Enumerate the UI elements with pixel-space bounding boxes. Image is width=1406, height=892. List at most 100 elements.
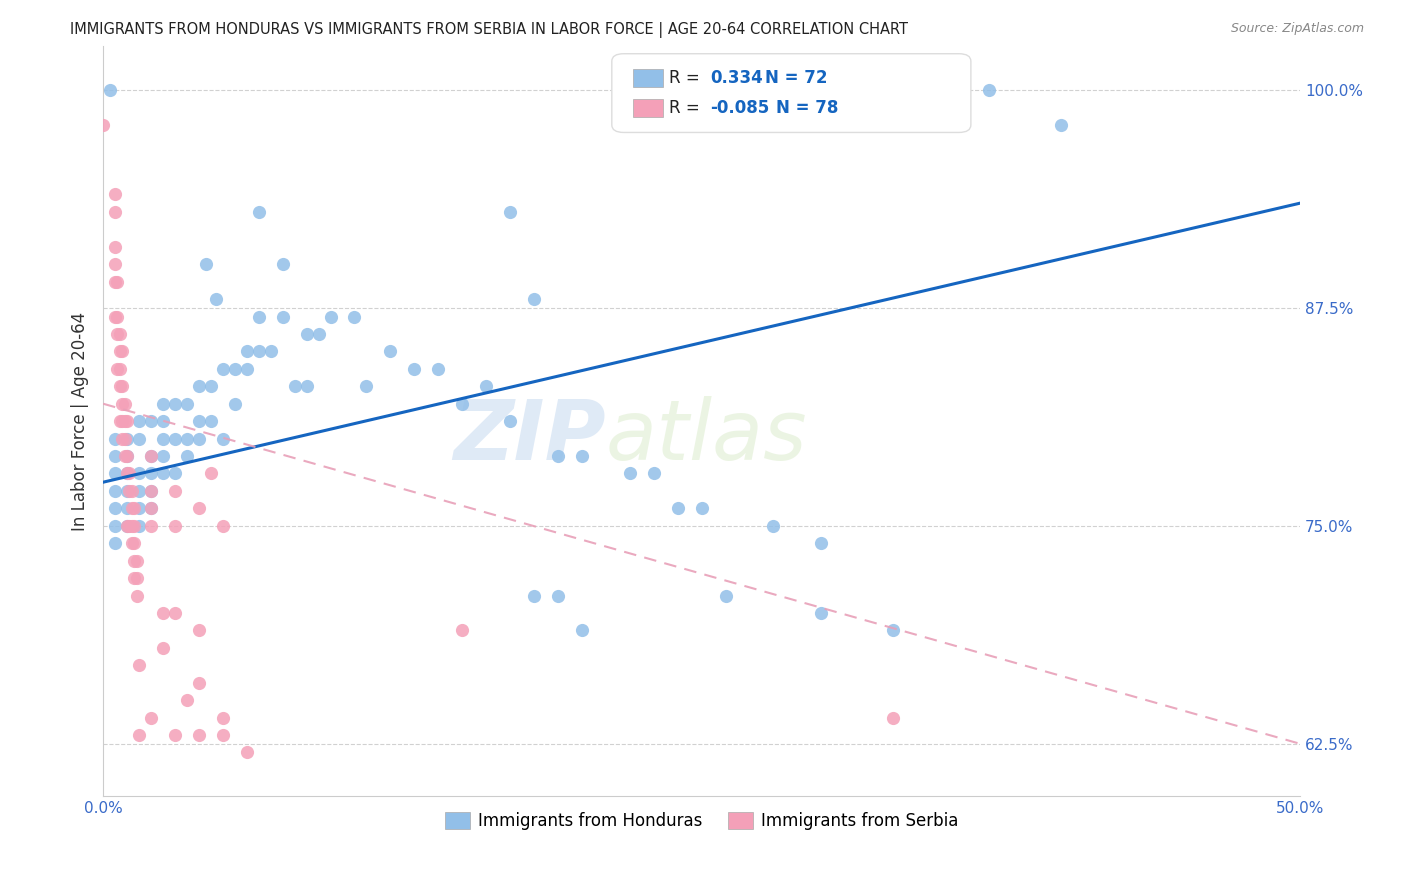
Point xyxy=(107,361,129,376)
Point xyxy=(187,675,209,690)
Point xyxy=(284,379,307,393)
Point xyxy=(499,414,522,428)
Text: Source: ZipAtlas.com: Source: ZipAtlas.com xyxy=(1230,22,1364,36)
Point xyxy=(98,83,121,97)
Point xyxy=(104,449,127,463)
Point xyxy=(211,518,233,533)
Point xyxy=(104,275,127,289)
Point xyxy=(547,449,569,463)
Point xyxy=(247,205,270,219)
Point xyxy=(163,467,186,481)
Point xyxy=(1049,118,1071,132)
Point xyxy=(295,379,318,393)
Point xyxy=(122,518,145,533)
Text: R =: R = xyxy=(669,99,706,117)
Point xyxy=(295,326,318,341)
Point xyxy=(104,240,127,254)
Point xyxy=(139,467,162,481)
Point xyxy=(115,467,138,481)
Point xyxy=(176,397,198,411)
Point xyxy=(121,518,143,533)
Point xyxy=(666,501,689,516)
Point xyxy=(977,83,1000,97)
Point xyxy=(343,310,366,324)
Point xyxy=(111,344,134,359)
Point xyxy=(111,432,134,446)
Point xyxy=(211,432,233,446)
Point xyxy=(271,310,294,324)
Point xyxy=(187,432,209,446)
Point xyxy=(152,432,174,446)
Point xyxy=(547,589,569,603)
Point xyxy=(882,624,904,638)
Point xyxy=(121,536,143,550)
Point xyxy=(247,344,270,359)
Point xyxy=(139,449,162,463)
Point xyxy=(152,449,174,463)
Point xyxy=(114,449,136,463)
Point xyxy=(236,746,259,760)
Point xyxy=(271,257,294,271)
Point xyxy=(152,467,174,481)
Point xyxy=(107,310,129,324)
Point xyxy=(107,275,129,289)
Point xyxy=(121,483,143,498)
Point xyxy=(139,711,162,725)
Point xyxy=(125,589,148,603)
Text: IMMIGRANTS FROM HONDURAS VS IMMIGRANTS FROM SERBIA IN LABOR FORCE | AGE 20-64 CO: IMMIGRANTS FROM HONDURAS VS IMMIGRANTS F… xyxy=(70,22,908,38)
Text: atlas: atlas xyxy=(606,396,807,476)
Point xyxy=(104,310,127,324)
Point xyxy=(236,344,259,359)
Point xyxy=(121,501,143,516)
Point xyxy=(128,467,150,481)
Point xyxy=(810,536,832,550)
Text: -0.085: -0.085 xyxy=(710,99,769,117)
Point xyxy=(211,711,233,725)
Point xyxy=(380,344,402,359)
Point xyxy=(139,501,162,516)
Point xyxy=(111,379,134,393)
Point xyxy=(128,501,150,516)
Point xyxy=(115,518,138,533)
Point xyxy=(115,414,138,428)
Point xyxy=(139,483,162,498)
Point xyxy=(104,501,127,516)
Point xyxy=(163,518,186,533)
Point xyxy=(195,257,218,271)
Point xyxy=(152,397,174,411)
Point xyxy=(714,589,737,603)
Point xyxy=(114,397,136,411)
Point xyxy=(114,432,136,446)
Point xyxy=(139,449,162,463)
Point xyxy=(128,483,150,498)
Point xyxy=(176,693,198,707)
Point xyxy=(118,518,141,533)
Point xyxy=(308,326,330,341)
Point xyxy=(115,449,138,463)
Point xyxy=(107,326,129,341)
Bar xyxy=(633,99,664,118)
Point xyxy=(643,467,665,481)
Point xyxy=(204,292,226,306)
Point xyxy=(118,483,141,498)
Point xyxy=(762,518,785,533)
Point xyxy=(451,624,474,638)
Point xyxy=(104,205,127,219)
Text: N = 72: N = 72 xyxy=(765,69,828,87)
Point xyxy=(108,414,131,428)
Point xyxy=(128,728,150,742)
Point xyxy=(115,432,138,446)
Point xyxy=(499,205,522,219)
Point xyxy=(122,571,145,585)
Point xyxy=(125,554,148,568)
Point xyxy=(690,501,713,516)
Point xyxy=(187,728,209,742)
Point xyxy=(619,467,641,481)
Point xyxy=(163,606,186,620)
Point xyxy=(163,397,186,411)
Text: 0.334: 0.334 xyxy=(710,69,762,87)
Text: N = 78: N = 78 xyxy=(776,99,838,117)
Point xyxy=(91,118,114,132)
Point xyxy=(810,606,832,620)
Bar xyxy=(633,69,664,87)
